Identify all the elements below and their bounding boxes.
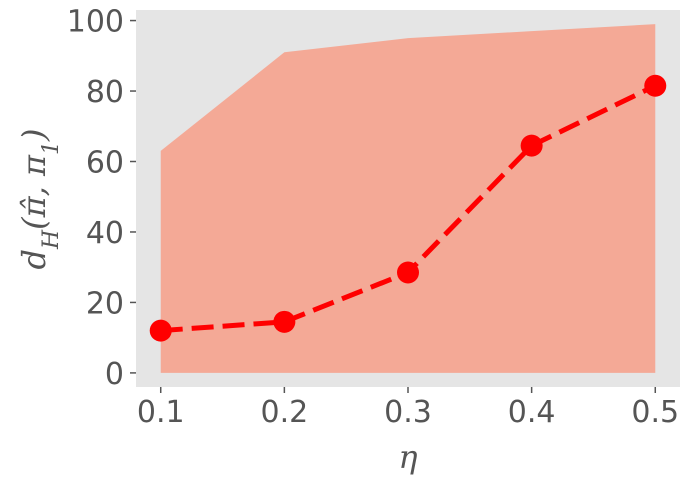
y-axis-label: dH(π̂, π1)	[15, 128, 64, 269]
data-point	[149, 319, 172, 342]
x-tick-label: 0.2	[261, 395, 309, 430]
data-point	[397, 261, 419, 284]
y-tick-label: 0	[105, 357, 124, 392]
range-band	[160, 24, 656, 373]
y-tick-label: 20	[86, 286, 124, 321]
x-tick-label: 0.3	[384, 395, 432, 430]
data-point	[644, 74, 667, 97]
y-tick-label: 80	[86, 75, 124, 110]
x-tick-label: 0.1	[137, 395, 185, 430]
y-tick-label: 100	[67, 5, 124, 40]
x-axis-label: η	[398, 438, 417, 476]
x-tick-label: 0.5	[631, 395, 679, 430]
y-tick-label: 60	[86, 146, 124, 181]
data-point	[520, 134, 543, 157]
y-tick-label: 40	[86, 216, 124, 251]
data-point	[273, 310, 296, 333]
x-tick-label: 0.4	[508, 395, 556, 430]
